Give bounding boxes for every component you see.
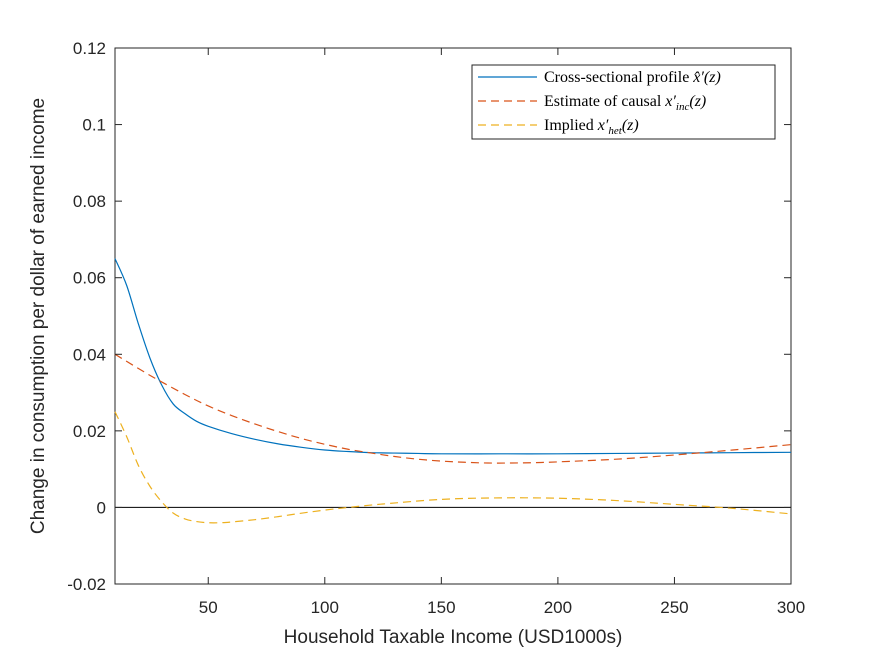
x-tick-label: 100 [311,598,339,617]
y-tick-label: 0.12 [73,39,106,58]
legend: Cross-sectional profile x̂′(z) Estimate … [471,64,776,140]
series-layer [114,258,792,524]
legend-entry-implied-het-suffix: (z) [622,117,639,134]
x-axis-label: Household Taxable Income (USD1000s) [284,627,623,648]
legend-entry-causal-estimate-prefix: Estimate of causal [544,93,665,110]
x-tick-label: 50 [199,598,218,617]
legend-entry-causal-estimate: Estimate of causal x′inc(z) [544,93,706,113]
y-tick-label: 0.1 [82,116,106,135]
y-tick-label: 0.02 [73,422,106,441]
y-tick-label: 0 [97,498,106,517]
x-tick-label: 250 [660,598,688,617]
legend-entry-implied-het-subscript: het [608,125,622,137]
y-tick-label: 0.04 [73,345,106,364]
legend-entry-implied-het-math: x′ [597,117,609,134]
y-tick-label: -0.02 [67,575,106,594]
legend-entry-cross-sectional-prefix: Cross-sectional profile [544,69,693,86]
legend-entry-implied-het: Implied x′het(z) [544,117,639,137]
y-tick-label: 0.08 [73,192,106,211]
x-axis: 50 100 150 200 250 300 [199,48,805,617]
series-cross-sectional-profile [114,258,792,455]
legend-entry-causal-estimate-math: x′ [664,93,676,110]
series-causal-estimate [114,353,792,464]
y-axis-label: Change in consumption per dollar of earn… [28,98,49,534]
x-tick-label: 300 [777,598,805,617]
y-axis: -0.02 0 0.02 0.04 0.06 0.08 0.1 0.12 [67,39,791,594]
legend-entry-cross-sectional-math: x̂′(z) [692,69,720,86]
x-tick-label: 150 [427,598,455,617]
series-implied-het [114,411,792,524]
x-tick-label: 200 [544,598,572,617]
legend-entry-causal-estimate-subscript: inc [676,101,690,113]
legend-entry-implied-het-prefix: Implied [544,117,598,134]
legend-entry-cross-sectional: Cross-sectional profile x̂′(z) [544,69,721,86]
y-tick-label: 0.06 [73,269,106,288]
legend-entry-causal-estimate-suffix: (z) [689,93,706,110]
